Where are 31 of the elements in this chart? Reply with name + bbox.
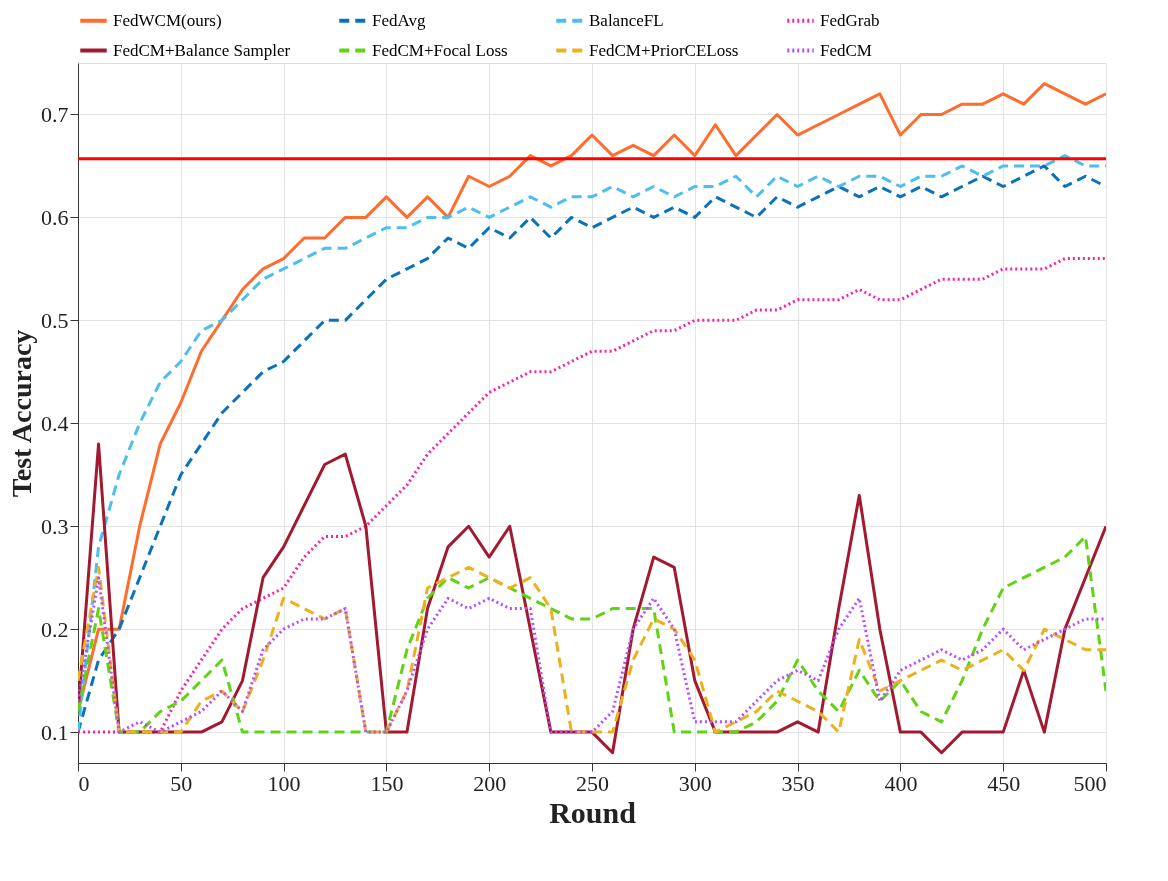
y-tick-label: 0.4 [41,410,69,436]
y-tick-label: 0.7 [41,101,69,127]
x-tick-label: 300 [678,770,712,796]
legend-label: FedCM+PriorCELoss [589,40,739,60]
x-tick-label: 250 [576,770,609,796]
x-axis-title: Round [549,795,637,829]
y-tick-label: 0.2 [41,616,69,642]
y-tick-label: 0.1 [41,719,69,745]
x-tick-label: 500 [1073,770,1107,796]
x-tick-label: 200 [473,770,507,796]
legend-label: BalanceFL [589,10,664,30]
line-series [78,442,1106,755]
y-tick-label: 0.6 [41,204,69,230]
y-tick-label: 0.3 [41,513,69,539]
line-series [78,257,1106,734]
x-tick-label: 0 [78,770,90,796]
y-tick-label: 0.5 [41,307,69,333]
legend-label: FedAvg [372,10,427,30]
legend-label: FedCM [820,40,872,60]
x-tick-label: 150 [370,770,404,796]
legend-label: FedWCM(ours) [113,10,222,30]
line-series [78,535,1106,734]
x-tick-label: 400 [884,770,918,796]
x-tick-label: 100 [267,770,301,796]
legend-label: FedCM+Focal Loss [372,40,508,60]
x-tick-label: 450 [987,770,1021,796]
x-tick-label: 350 [781,770,815,796]
legend-label: FedGrab [820,10,880,30]
x-tick-label: 50 [170,770,193,796]
legend-label: FedCM+Balance Sampler [113,40,291,60]
y-axis-title: Test Accuracy [6,329,37,498]
